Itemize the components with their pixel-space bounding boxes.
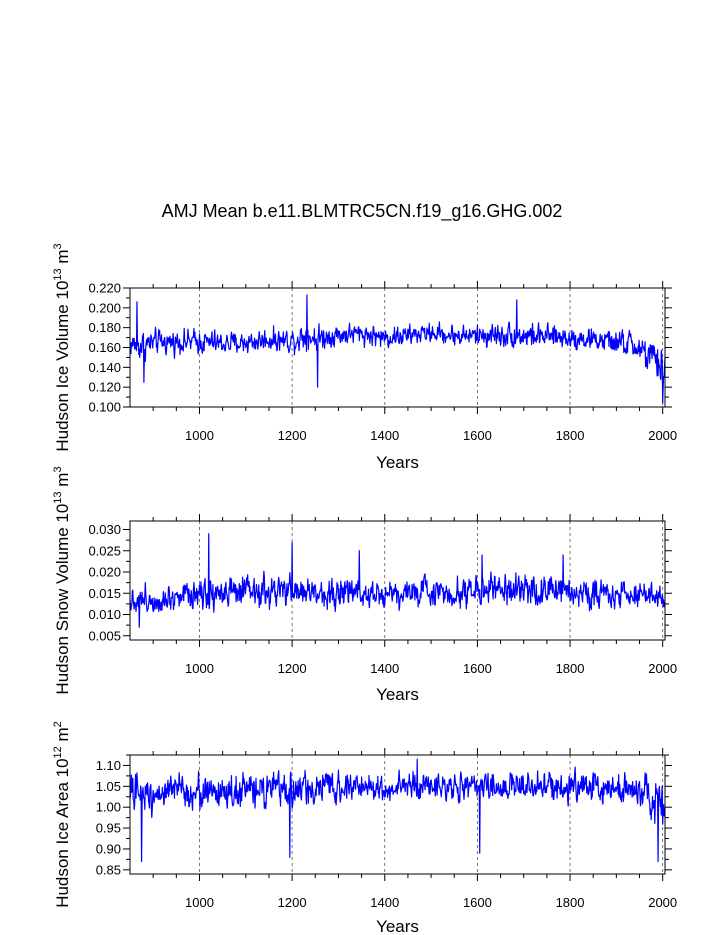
xtick-label: 1600 xyxy=(463,895,492,910)
xtick-label: 1000 xyxy=(185,428,214,443)
xtick-label: 1800 xyxy=(556,895,585,910)
xtick-label: 1800 xyxy=(556,661,585,676)
x-axis-label: Years xyxy=(376,917,419,935)
xtick-label: 1600 xyxy=(463,661,492,676)
ytick-label: 1.05 xyxy=(96,779,121,794)
y-axis-label: Hudson Snow Volume 1013 m3 xyxy=(52,466,72,694)
xtick-label: 1200 xyxy=(278,661,307,676)
xtick-label: 1000 xyxy=(185,895,214,910)
ytick-label: 0.90 xyxy=(96,841,121,856)
plot-frame xyxy=(129,754,666,875)
ytick-label: 0.120 xyxy=(88,380,121,395)
ytick-label: 1.10 xyxy=(96,758,121,773)
xtick-label: 1400 xyxy=(370,661,399,676)
series-line-snow-volume xyxy=(129,533,666,628)
xtick-label: 1200 xyxy=(278,895,307,910)
ytick-label: 0.030 xyxy=(88,522,121,537)
xtick-label: 1400 xyxy=(370,428,399,443)
ytick-label: 0.140 xyxy=(88,360,121,375)
ytick-label: 1.00 xyxy=(96,800,121,815)
ytick-label: 0.015 xyxy=(88,586,121,601)
ytick-label: 0.95 xyxy=(96,821,121,836)
panel-snow-volume: 1000 1200 1400 1600 1800 2000 0.005 0.010 0.015 0… xyxy=(52,466,677,704)
x-axis-label: Years xyxy=(376,453,419,472)
ytick-label: 0.85 xyxy=(96,862,121,877)
xtick-label: 1400 xyxy=(370,895,399,910)
ytick-label: 0.005 xyxy=(88,628,121,643)
plot-frame xyxy=(129,520,666,641)
ytick-label: 0.180 xyxy=(88,320,121,335)
ytick-label: 0.010 xyxy=(88,607,121,622)
series-line-ice-volume xyxy=(129,294,666,404)
series-line-ice-area xyxy=(129,758,666,863)
panel-ice-volume: 1000 1200 1400 1600 1800 2000 0.100 0.120 0.140 0… xyxy=(52,243,677,472)
ytick-label: 0.220 xyxy=(88,281,121,296)
xtick-label: 2000 xyxy=(648,661,677,676)
y-axis-label: Hudson Ice Volume 1013 m3 xyxy=(52,243,72,451)
xtick-label: 1000 xyxy=(185,661,214,676)
panel-ice-area: 1000 1200 1400 1600 1800 2000 0.85 0.90 0.95 1.00… xyxy=(52,721,677,935)
ytick-label: 0.100 xyxy=(88,400,121,415)
ytick-label: 0.160 xyxy=(88,340,121,355)
xtick-label: 2000 xyxy=(648,895,677,910)
ytick-label: 0.200 xyxy=(88,300,121,315)
ytick-label: 0.025 xyxy=(88,543,121,558)
xtick-label: 1200 xyxy=(278,428,307,443)
ytick-label: 0.020 xyxy=(88,565,121,580)
x-axis-label: Years xyxy=(376,685,419,704)
y-axis-label: Hudson Ice Area 1012 m2 xyxy=(52,721,72,908)
plot-frame xyxy=(129,287,666,408)
xtick-label: 2000 xyxy=(648,428,677,443)
xtick-label: 1800 xyxy=(556,428,585,443)
xtick-label: 1600 xyxy=(463,428,492,443)
figure-title: AMJ Mean b.e11.BLMTRC5CN.f19_g16.GHG.002 xyxy=(162,201,563,222)
